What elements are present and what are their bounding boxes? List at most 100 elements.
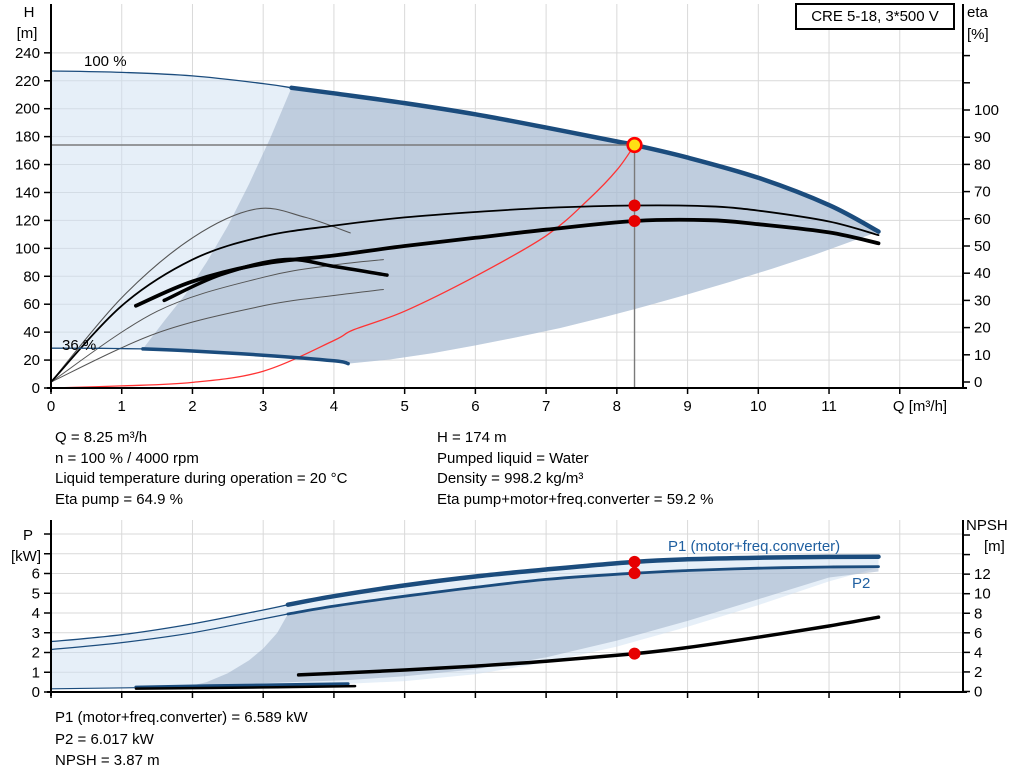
h-axis-unit: [m] bbox=[17, 25, 38, 42]
p-axis-label: P bbox=[23, 527, 33, 544]
info-line: Eta pump = 64.9 % bbox=[55, 490, 183, 508]
tick-label: 5 bbox=[32, 585, 40, 602]
tick-label: 100 bbox=[974, 102, 999, 119]
tick-label: 2 bbox=[974, 664, 982, 681]
system-curve bbox=[50, 144, 636, 389]
p2-curve-label: P2 bbox=[852, 575, 870, 592]
tick-label: 0 bbox=[974, 374, 982, 391]
tick-label: 60 bbox=[974, 211, 991, 228]
p-axis-unit: [kW] bbox=[11, 548, 41, 565]
tick-label: 0 bbox=[974, 684, 982, 701]
result-block: P1 (motor+freq.converter) = 6.589 kW P2 … bbox=[55, 707, 308, 772]
tick-label: 1 bbox=[32, 664, 40, 681]
tick-label: 120 bbox=[15, 212, 40, 229]
tick-label: 5 bbox=[400, 398, 408, 415]
result-line: P1 (motor+freq.converter) = 6.589 kW bbox=[55, 709, 308, 726]
qh-min-speed-curve bbox=[50, 347, 144, 350]
tick-label: 0 bbox=[32, 380, 40, 397]
tick-labels: 0 1 2 3 4 5 6 7 8 9 10 1102040608010012014016018020… bbox=[15, 45, 999, 701]
speed-range-area bbox=[51, 71, 879, 364]
info-line: Pumped liquid = Water bbox=[437, 449, 589, 467]
tick-label: 3 bbox=[259, 398, 267, 415]
power-duty-dot bbox=[628, 555, 641, 568]
p2-curve bbox=[286, 565, 880, 616]
tick-label: 4 bbox=[330, 398, 338, 415]
eta-total-curve bbox=[134, 217, 881, 308]
tick-label: 80 bbox=[23, 268, 40, 285]
tick-label: 60 bbox=[23, 296, 40, 313]
tick-label: 90 bbox=[974, 129, 991, 146]
operating-point[interactable] bbox=[626, 136, 643, 154]
tick-label: 140 bbox=[15, 184, 40, 201]
tick-label: 240 bbox=[15, 45, 40, 62]
tick-label: 0 bbox=[47, 398, 55, 415]
tick-label: 6 bbox=[32, 566, 40, 583]
speed-min-label: 36 % bbox=[62, 337, 96, 354]
tick-label: 200 bbox=[15, 101, 40, 118]
npsh-axis-unit: [m] bbox=[984, 538, 1005, 555]
tick-label: 20 bbox=[974, 320, 991, 337]
axes bbox=[44, 4, 970, 698]
eta-axis-unit: [%] bbox=[967, 26, 989, 43]
eta-pump-curve bbox=[50, 204, 880, 383]
tick-label: 11 bbox=[821, 398, 837, 415]
tick-label: 40 bbox=[23, 324, 40, 341]
info-line: Eta pump+motor+freq.converter = 59.2 % bbox=[437, 490, 714, 508]
npsh-axis-label: NPSH bbox=[966, 517, 1008, 534]
tick-label: 3 bbox=[32, 625, 40, 642]
info-line: Density = 998.2 kg/m³ bbox=[437, 470, 584, 487]
tick-label: 70 bbox=[974, 184, 991, 201]
tick-label: 10 bbox=[974, 586, 991, 603]
tick-label: 100 bbox=[15, 240, 40, 257]
tick-label: 2 bbox=[32, 645, 40, 662]
power-duty-area bbox=[185, 566, 879, 688]
tick-label: 50 bbox=[974, 238, 991, 255]
tick-label: 2 bbox=[188, 398, 196, 415]
eta-arc-curve bbox=[50, 207, 351, 383]
p1-curve bbox=[50, 604, 289, 643]
tick-label: 1 bbox=[118, 398, 126, 415]
npsh-duty-dot bbox=[628, 647, 641, 660]
duty-info-left: Q = 8.25 m³/h n = 100 % / 4000 rpm Liqui… bbox=[55, 428, 347, 510]
result-line: NPSH = 3.87 m bbox=[55, 752, 160, 770]
tick-label: 4 bbox=[974, 644, 982, 661]
npsh-curve bbox=[296, 615, 881, 677]
tick-label: 8 bbox=[613, 398, 621, 415]
tick-label: 7 bbox=[542, 398, 550, 415]
curves bbox=[50, 70, 881, 690]
tick-label: 12 bbox=[974, 566, 991, 583]
tick-label: 180 bbox=[15, 129, 40, 146]
power-duty-dot bbox=[628, 567, 641, 580]
duty-info-right: H = 174 m Pumped liquid = Water Density … bbox=[437, 428, 713, 510]
tick-label: 4 bbox=[32, 605, 40, 622]
qh-max-speed-curve bbox=[50, 70, 293, 89]
tick-label: 0 bbox=[32, 684, 40, 701]
info-line: n = 100 % / 4000 rpm bbox=[55, 449, 199, 467]
info-line: H = 174 m bbox=[437, 429, 507, 446]
eta-axis-label: eta bbox=[967, 4, 989, 21]
q-axis-label: Q [m³/h] bbox=[893, 398, 947, 415]
tick-label: 160 bbox=[15, 157, 40, 174]
npsh-min-curve bbox=[134, 684, 357, 690]
speed-max-label: 100 % bbox=[84, 53, 127, 70]
tick-label: 80 bbox=[974, 156, 991, 173]
tick-label: 9 bbox=[683, 398, 691, 415]
affinity-curve bbox=[50, 289, 384, 383]
duty-point-marks bbox=[51, 136, 643, 660]
pump-title-box: CRE 5-18, 3*500 V bbox=[795, 3, 955, 30]
result-line: P2 = 6.017 kW bbox=[55, 730, 154, 748]
eta-duty-dot bbox=[628, 199, 641, 212]
info-line: Q = 8.25 m³/h bbox=[55, 429, 148, 446]
duty-range-area bbox=[142, 87, 879, 364]
eta-duty-dot bbox=[628, 214, 641, 227]
tick-label: 20 bbox=[23, 352, 40, 369]
tick-label: 6 bbox=[471, 398, 479, 415]
tick-label: 6 bbox=[974, 625, 982, 642]
tick-label: 40 bbox=[974, 265, 991, 282]
tick-label: 10 bbox=[750, 398, 767, 415]
p1-curve bbox=[285, 554, 881, 607]
tick-label: 8 bbox=[974, 605, 982, 622]
tick-label: 220 bbox=[15, 73, 40, 90]
